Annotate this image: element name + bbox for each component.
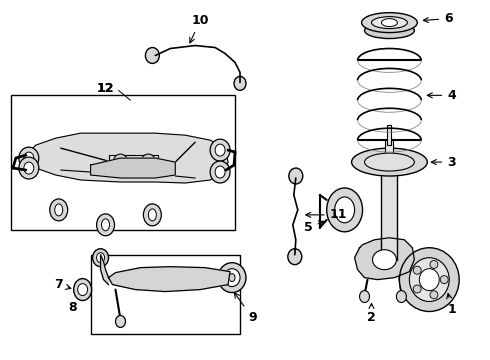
- Ellipse shape: [396, 291, 406, 302]
- Text: 5: 5: [304, 221, 324, 234]
- Polygon shape: [100, 255, 108, 285]
- Text: 11: 11: [306, 208, 347, 221]
- Text: 6: 6: [423, 12, 453, 25]
- Polygon shape: [26, 133, 228, 183]
- Ellipse shape: [114, 154, 127, 168]
- Ellipse shape: [148, 209, 156, 221]
- Ellipse shape: [413, 285, 421, 293]
- Ellipse shape: [97, 214, 115, 236]
- Ellipse shape: [234, 76, 246, 90]
- Text: 2: 2: [367, 303, 376, 324]
- Ellipse shape: [360, 291, 369, 302]
- Text: 1: 1: [447, 293, 456, 316]
- Ellipse shape: [158, 269, 178, 291]
- Bar: [388, 125, 392, 145]
- Text: 7: 7: [54, 278, 71, 291]
- Bar: [382, 160, 397, 260]
- Text: 3: 3: [431, 156, 456, 168]
- Ellipse shape: [215, 166, 225, 178]
- Polygon shape: [355, 238, 415, 280]
- Ellipse shape: [50, 199, 68, 221]
- Ellipse shape: [365, 153, 415, 171]
- Ellipse shape: [419, 269, 439, 291]
- Ellipse shape: [365, 23, 415, 39]
- Polygon shape: [108, 267, 230, 292]
- Ellipse shape: [327, 188, 363, 232]
- Ellipse shape: [55, 204, 63, 216]
- Ellipse shape: [210, 139, 230, 161]
- Ellipse shape: [19, 147, 39, 169]
- Ellipse shape: [93, 249, 108, 267]
- Ellipse shape: [19, 157, 39, 179]
- Ellipse shape: [288, 249, 302, 265]
- Bar: [91, 255, 240, 334]
- Ellipse shape: [372, 250, 396, 270]
- Ellipse shape: [97, 253, 104, 263]
- Ellipse shape: [77, 284, 88, 296]
- Ellipse shape: [210, 161, 230, 183]
- Ellipse shape: [335, 197, 355, 223]
- Ellipse shape: [74, 279, 92, 301]
- Ellipse shape: [218, 263, 246, 293]
- Ellipse shape: [24, 152, 34, 164]
- Ellipse shape: [289, 168, 303, 184]
- Text: 4: 4: [427, 89, 456, 102]
- Ellipse shape: [371, 17, 407, 28]
- Ellipse shape: [224, 269, 240, 287]
- Text: 12: 12: [97, 82, 114, 95]
- Bar: [11, 95, 235, 230]
- Ellipse shape: [362, 13, 417, 32]
- Text: 12: 12: [97, 82, 114, 95]
- Ellipse shape: [144, 204, 161, 226]
- Text: 8: 8: [68, 301, 77, 314]
- Bar: [386, 140, 393, 165]
- Text: 10: 10: [190, 14, 209, 43]
- Bar: [108, 155, 158, 167]
- Ellipse shape: [24, 162, 34, 174]
- Ellipse shape: [430, 261, 438, 269]
- Ellipse shape: [142, 154, 155, 168]
- Ellipse shape: [430, 291, 438, 299]
- Ellipse shape: [215, 144, 225, 156]
- Ellipse shape: [146, 48, 159, 63]
- Ellipse shape: [352, 148, 427, 176]
- Ellipse shape: [399, 248, 459, 311]
- Ellipse shape: [116, 315, 125, 328]
- Ellipse shape: [229, 274, 235, 282]
- Ellipse shape: [101, 219, 110, 231]
- Ellipse shape: [413, 266, 421, 274]
- Ellipse shape: [163, 274, 173, 285]
- Ellipse shape: [382, 19, 397, 27]
- Polygon shape: [91, 158, 175, 178]
- Ellipse shape: [409, 258, 449, 302]
- Text: 9: 9: [234, 293, 257, 324]
- Ellipse shape: [440, 276, 448, 284]
